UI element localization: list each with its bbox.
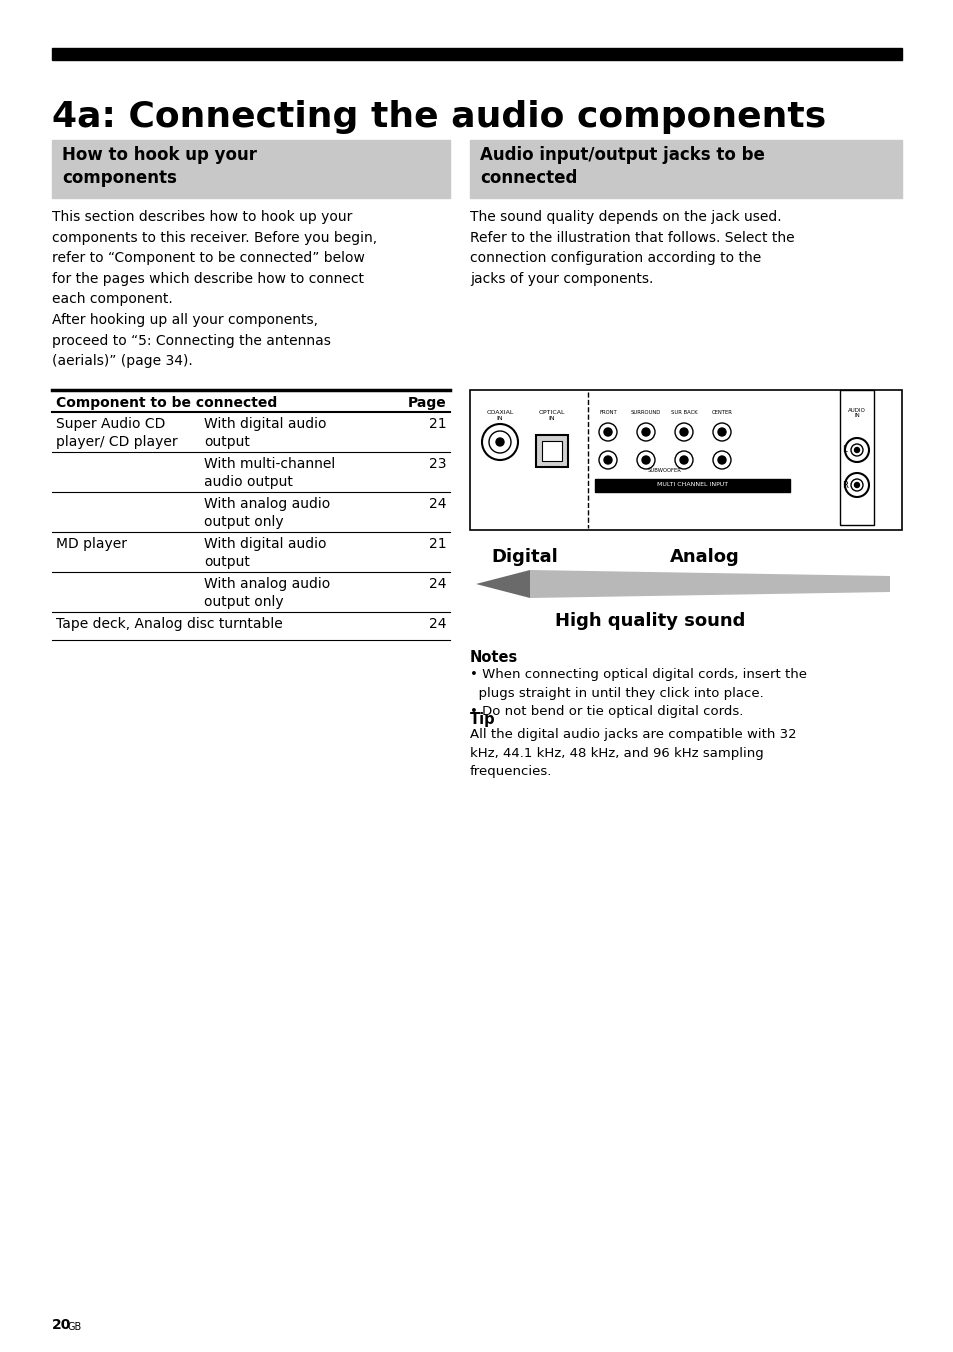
Circle shape [641,429,649,435]
Bar [52,49,901,59]
Text: Analog: Analog [669,548,740,566]
Text: IN: IN [853,412,859,418]
Text: FRONT: FRONT [598,410,617,415]
Text: Audio input/output jacks to be
connected: Audio input/output jacks to be connected [479,146,764,187]
Text: Super Audio CD
player/ CD player: Super Audio CD player/ CD player [56,416,177,449]
Text: 24: 24 [429,498,447,511]
Text: SUBWOOFER: SUBWOOFER [647,468,681,473]
Circle shape [679,456,687,464]
Text: 4a: Connecting the audio components: 4a: Connecting the audio components [52,100,825,134]
Text: 21: 21 [429,537,447,552]
Text: CENTER: CENTER [711,410,732,415]
Circle shape [854,448,859,453]
Text: The sound quality depends on the jack used.
Refer to the illustration that follo: The sound quality depends on the jack us… [470,210,794,285]
Text: High quality sound: High quality sound [555,612,744,630]
Text: IN: IN [548,416,555,420]
Text: SURROUND: SURROUND [630,410,660,415]
Circle shape [718,429,725,435]
Text: L: L [841,446,845,454]
Text: Digital: Digital [491,548,558,566]
Text: Tip: Tip [470,713,496,727]
Text: This section describes how to hook up your
components to this receiver. Before y: This section describes how to hook up yo… [52,210,376,368]
Circle shape [603,456,612,464]
Text: How to hook up your
components: How to hook up your components [62,146,256,187]
Polygon shape [530,571,889,598]
Bar [541,441,561,461]
Text: R: R [841,480,847,489]
Text: 20: 20 [52,1318,71,1332]
Text: COAXIAL: COAXIAL [486,410,513,415]
Bar [840,389,873,525]
Text: 21: 21 [429,416,447,431]
Text: With analog audio
output only: With analog audio output only [204,498,330,530]
Text: GB: GB [68,1322,82,1332]
Bar [595,479,789,492]
Text: Component to be connected: Component to be connected [56,396,277,410]
Polygon shape [476,571,530,598]
Circle shape [718,456,725,464]
Text: With analog audio
output only: With analog audio output only [204,577,330,610]
Bar [52,141,450,197]
Text: • When connecting optical digital cords, insert the
  plugs straight in until th: • When connecting optical digital cords,… [470,668,806,718]
Text: IN: IN [497,416,503,420]
Text: MD player: MD player [56,537,127,552]
Text: With multi-channel
audio output: With multi-channel audio output [204,457,335,489]
Bar [470,389,901,530]
Bar [470,141,901,197]
Circle shape [679,429,687,435]
Text: 24: 24 [429,617,447,631]
Text: With digital audio
output: With digital audio output [204,537,326,569]
Text: SUR BACK: SUR BACK [670,410,697,415]
Text: 24: 24 [429,577,447,591]
Text: AUDIO: AUDIO [847,408,865,412]
Text: Notes: Notes [470,650,517,665]
Circle shape [854,483,859,488]
Text: OPTICAL: OPTICAL [538,410,565,415]
Text: MULTI CHANNEL INPUT: MULTI CHANNEL INPUT [657,483,727,487]
Bar [536,435,567,466]
Circle shape [641,456,649,464]
Circle shape [603,429,612,435]
Text: All the digital audio jacks are compatible with 32
kHz, 44.1 kHz, 48 kHz, and 96: All the digital audio jacks are compatib… [470,727,796,777]
Text: 23: 23 [429,457,447,470]
Text: Tape deck, Analog disc turntable: Tape deck, Analog disc turntable [56,617,282,631]
Text: Page: Page [408,396,447,410]
Circle shape [496,438,503,446]
Text: With digital audio
output: With digital audio output [204,416,326,449]
